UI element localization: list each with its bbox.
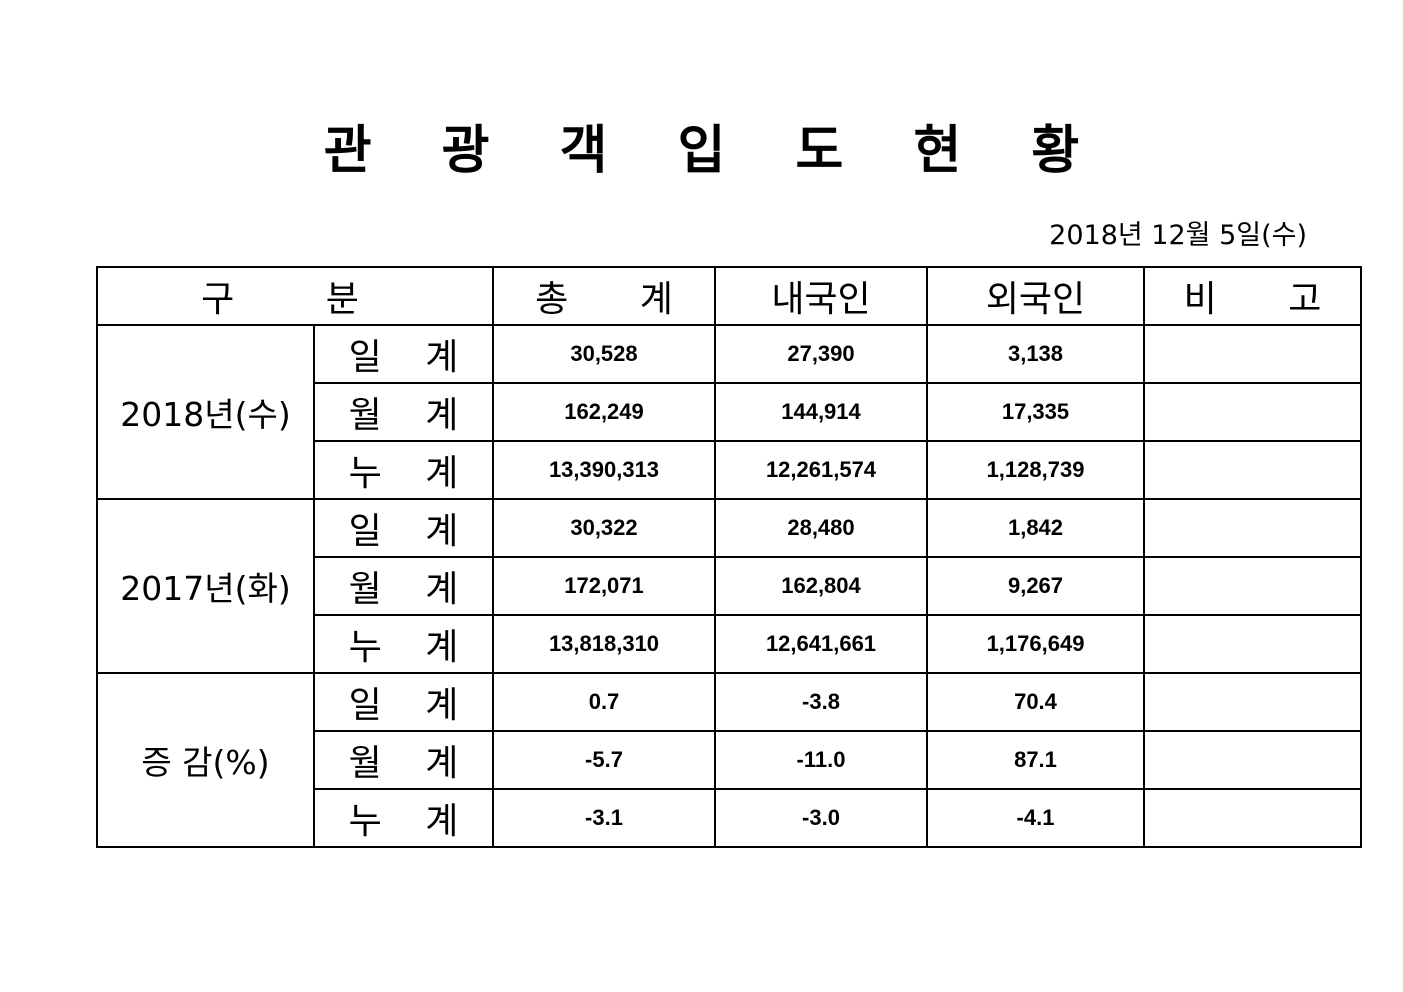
cell-total: 30,322: [492, 498, 716, 558]
cell-remarks: [1143, 672, 1362, 732]
group-label-2018: 2018년(수): [96, 324, 315, 500]
cell-foreign: -4.1: [926, 788, 1145, 848]
row-label: 월 계: [313, 382, 494, 442]
row-label: 월 계: [313, 556, 494, 616]
cell-remarks: [1143, 556, 1362, 616]
cell-remarks: [1143, 324, 1362, 384]
row-label: 누 계: [313, 614, 494, 674]
row-label: 일 계: [313, 324, 494, 384]
cell-foreign: 1,842: [926, 498, 1145, 558]
table-row: 월 계 -5.7 -11.0 87.1: [97, 730, 1362, 790]
cell-domestic: 27,390: [714, 324, 928, 384]
table-row: 2018년(수) 일 계 30,528 27,390 3,138: [96, 324, 1362, 500]
header-category: 구 분: [96, 266, 494, 326]
cell-foreign: 70.4: [926, 672, 1145, 732]
cell-domestic: -3.0: [714, 788, 928, 848]
row-label: 누 계: [313, 788, 494, 848]
cell-total: 30,528: [492, 324, 716, 384]
group-label-2017: 2017년(화): [96, 498, 315, 674]
cell-foreign: 1,128,739: [926, 440, 1145, 500]
cell-foreign: 1,176,649: [926, 614, 1145, 674]
header-foreign: 외국인: [926, 266, 1145, 326]
cell-total: -5.7: [492, 730, 716, 790]
page-title: 관 광 객 입 도 현 황: [323, 121, 1106, 181]
cell-remarks: [1143, 730, 1362, 790]
cell-domestic: 162,804: [714, 556, 928, 616]
cell-domestic: 12,641,661: [714, 614, 928, 674]
cell-remarks: [1143, 440, 1362, 500]
table-row: 누 계 -3.1 -3.0 -4.1: [97, 788, 1362, 848]
row-label: 누 계: [313, 440, 494, 500]
row-label: 월 계: [313, 730, 494, 790]
table-row: 누 계 13,818,310 12,641,661 1,176,649: [97, 614, 1362, 674]
cell-total: 0.7: [492, 672, 716, 732]
cell-domestic: 144,914: [714, 382, 928, 442]
header-row: 구 분 총 계 내국인 외국인 비 고: [96, 266, 1362, 326]
cell-domestic: -11.0: [714, 730, 928, 790]
table-row: 누 계 13,390,313 12,261,574 1,128,739: [97, 440, 1362, 500]
table-row: 증 감(%) 일 계 0.7 -3.8 70.4: [96, 672, 1362, 848]
cell-remarks: [1143, 614, 1362, 674]
cell-total: 172,071: [492, 556, 716, 616]
cell-total: 13,390,313: [492, 440, 716, 500]
table-row: 월 계 162,249 144,914 17,335: [97, 382, 1362, 442]
cell-foreign: 17,335: [926, 382, 1145, 442]
cell-remarks: [1143, 382, 1362, 442]
group-label-change: 증 감(%): [96, 672, 315, 848]
cell-remarks: [1143, 788, 1362, 848]
cell-foreign: 9,267: [926, 556, 1145, 616]
report-date: 2018년 12월 5일(수): [1049, 220, 1307, 251]
table-row: 2017년(화) 일 계 30,322 28,480 1,842: [96, 498, 1362, 674]
cell-foreign: 3,138: [926, 324, 1145, 384]
tourist-arrivals-table: 구 분 총 계 내국인 외국인 비 고 2018년(수) 일 계 30,528 …: [96, 266, 1362, 848]
cell-domestic: 12,261,574: [714, 440, 928, 500]
row-label: 일 계: [313, 498, 494, 558]
cell-domestic: 28,480: [714, 498, 928, 558]
cell-total: 162,249: [492, 382, 716, 442]
cell-domestic: -3.8: [714, 672, 928, 732]
header-remarks: 비 고: [1143, 266, 1362, 326]
table-row: 월 계 172,071 162,804 9,267: [97, 556, 1362, 616]
cell-total: 13,818,310: [492, 614, 716, 674]
header-domestic: 내국인: [714, 266, 928, 326]
cell-foreign: 87.1: [926, 730, 1145, 790]
cell-remarks: [1143, 498, 1362, 558]
cell-total: -3.1: [492, 788, 716, 848]
header-total: 총 계: [492, 266, 716, 326]
row-label: 일 계: [313, 672, 494, 732]
